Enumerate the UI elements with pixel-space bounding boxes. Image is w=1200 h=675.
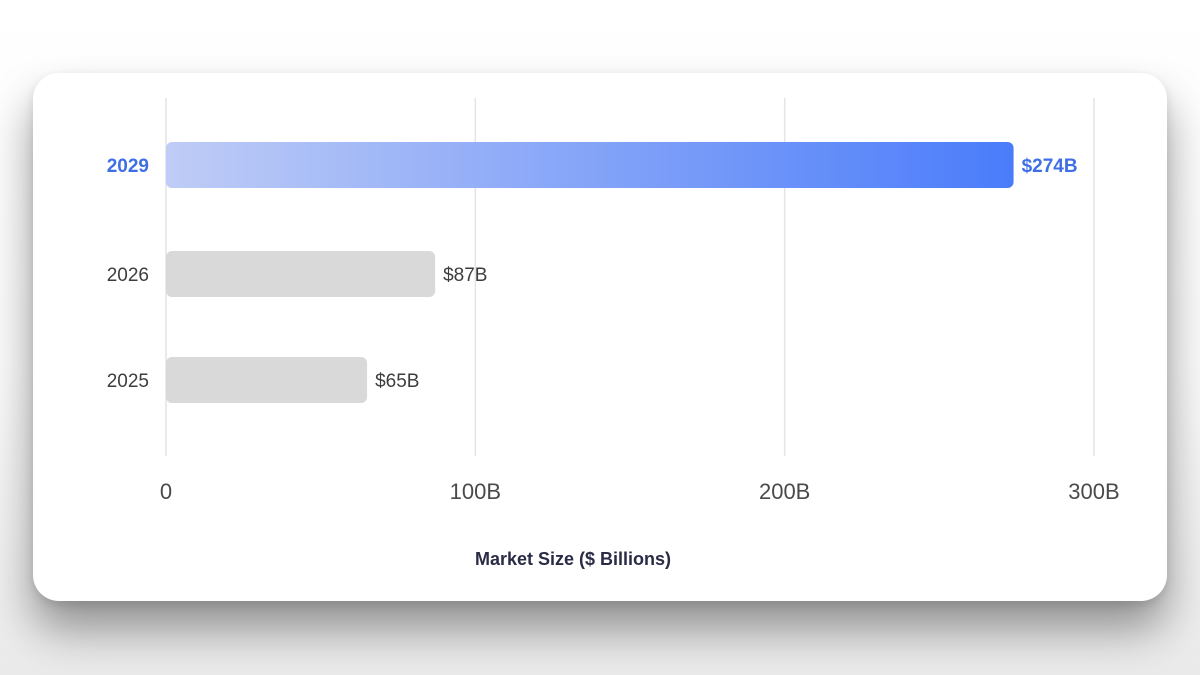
value-label-2029: $274B xyxy=(1022,156,1078,177)
x-tick-label: 300B xyxy=(1068,479,1119,504)
bar-2026 xyxy=(166,251,436,297)
x-tick-label: 200B xyxy=(759,479,810,504)
labels: 0 100B 200B 300B 2029 $274B 2026 $87B 2025 $65B xyxy=(107,156,1120,504)
bar-2029 xyxy=(166,142,1014,188)
chart-card: 0 100B 200B 300B 2029 $274B 2026 $87B 2025 $65B M… xyxy=(33,73,1167,601)
category-label-2025: 2025 xyxy=(107,371,149,392)
bar-2025 xyxy=(166,357,368,403)
bars xyxy=(166,142,1014,403)
value-label-2026: $87B xyxy=(443,265,487,286)
x-axis-title: Market Size ($ Billions) xyxy=(475,549,671,569)
x-tick-label: 100B xyxy=(450,479,501,504)
category-label-2026: 2026 xyxy=(107,265,149,286)
category-label-2029: 2029 xyxy=(107,156,149,177)
x-tick-label: 0 xyxy=(160,479,172,504)
market-size-bar-chart: 0 100B 200B 300B 2029 $274B 2026 $87B 2025 $65B M… xyxy=(107,98,1120,569)
value-label-2025: $65B xyxy=(375,371,419,392)
